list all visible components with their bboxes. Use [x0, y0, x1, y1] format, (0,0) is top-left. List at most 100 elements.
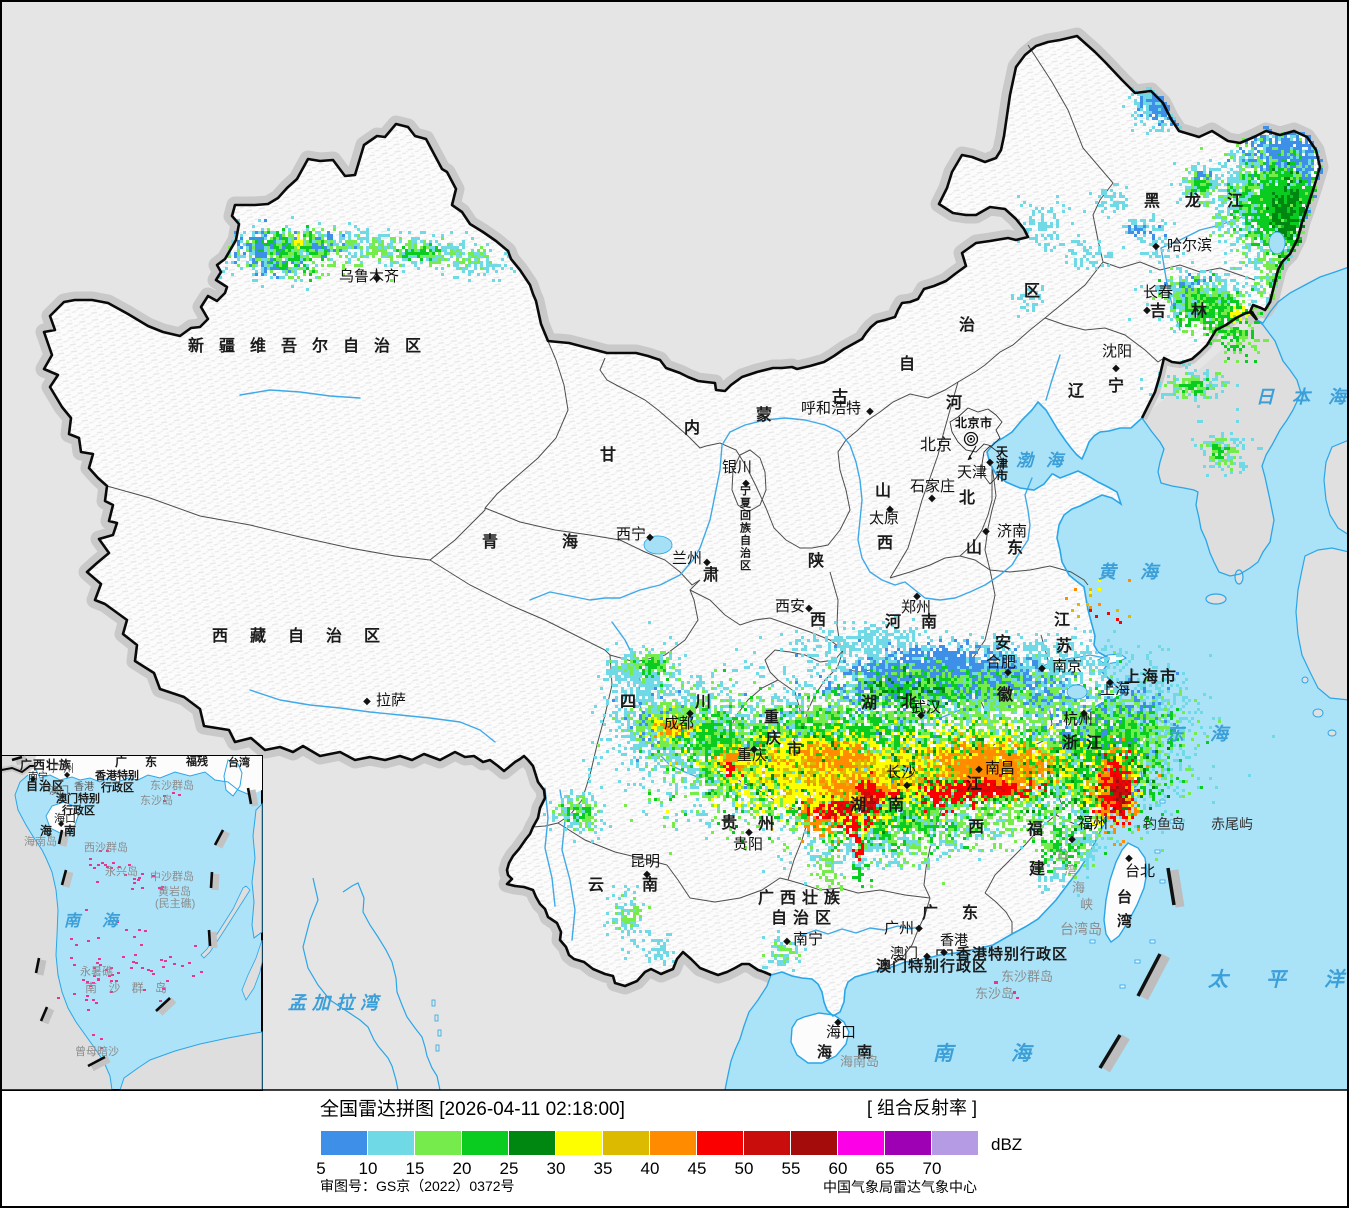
svg-text:东: 东	[962, 903, 978, 922]
svg-text:龙: 龙	[1184, 191, 1201, 210]
svg-text:区: 区	[1024, 282, 1040, 300]
svg-text:黄岩岛: 黄岩岛	[158, 884, 191, 898]
svg-text:海: 海	[1046, 451, 1066, 470]
svg-text:◆: ◆	[915, 923, 923, 934]
svg-text:上海市: 上海市	[1124, 667, 1178, 686]
svg-text:◆: ◆	[913, 591, 921, 602]
svg-text:澳门特别: 澳门特别	[56, 791, 100, 805]
svg-text:江: 江	[1086, 734, 1102, 752]
svg-text:台湾: 台湾	[228, 755, 250, 769]
svg-text:天津: 天津	[957, 464, 987, 481]
svg-text:石家庄: 石家庄	[910, 477, 955, 495]
svg-text:海: 海	[817, 1043, 832, 1061]
svg-text:澳门: 澳门	[49, 784, 69, 797]
svg-text:拉: 拉	[336, 993, 357, 1013]
svg-text:河: 河	[885, 612, 901, 631]
svg-text:云: 云	[588, 877, 604, 894]
svg-text:◆: ◆	[686, 708, 694, 719]
svg-text:台: 台	[1056, 846, 1069, 861]
svg-text:◆: ◆	[750, 744, 758, 755]
svg-text:西: 西	[968, 818, 984, 836]
svg-text:永暑礁: 永暑礁	[80, 964, 113, 978]
svg-text:河: 河	[946, 393, 962, 412]
svg-text:回: 回	[740, 508, 751, 522]
svg-text:内: 内	[684, 418, 700, 437]
svg-text:西沙群岛: 西沙群岛	[84, 840, 128, 854]
svg-text:广西壮族: 广西壮族	[20, 757, 72, 772]
svg-text:澳门特别行政区: 澳门特别行政区	[876, 957, 988, 975]
svg-text:◆: ◆	[1004, 667, 1012, 678]
svg-text:蒙: 蒙	[756, 405, 772, 424]
svg-text:◆: ◆	[805, 603, 813, 614]
svg-text:林: 林	[1191, 301, 1207, 320]
svg-text:◆: ◆	[58, 819, 65, 828]
svg-text:◆: ◆	[928, 493, 936, 504]
svg-text:海南岛: 海南岛	[24, 834, 57, 848]
svg-text:黑: 黑	[1144, 192, 1160, 210]
svg-text:海南岛: 海南岛	[840, 1054, 879, 1069]
svg-text:重: 重	[764, 708, 779, 726]
svg-text:◆: ◆	[703, 557, 711, 568]
svg-text:南宁: 南宁	[793, 931, 823, 948]
svg-text:15: 15	[406, 1159, 425, 1178]
svg-text:5: 5	[316, 1159, 325, 1178]
svg-text:市: 市	[996, 468, 1008, 483]
svg-text:湾: 湾	[1117, 912, 1132, 930]
svg-text:◆: ◆	[903, 780, 911, 791]
svg-text:中国气象局雷达气象中心: 中国气象局雷达气象中心	[823, 1179, 977, 1195]
svg-text:北: 北	[901, 693, 917, 711]
svg-text:◆: ◆	[1106, 677, 1114, 688]
svg-text:西安: 西安	[775, 598, 805, 615]
svg-text:钓鱼岛: 钓鱼岛	[1143, 816, 1185, 832]
svg-text:治: 治	[740, 546, 751, 560]
svg-text:南昌: 南昌	[985, 760, 1015, 777]
svg-text:香港特别: 香港特别	[94, 768, 139, 782]
svg-text:福: 福	[1026, 819, 1043, 838]
svg-text:广西壮族: 广西壮族	[758, 888, 846, 907]
svg-text:◆: ◆	[834, 1017, 842, 1028]
svg-text:兰州: 兰州	[672, 550, 702, 567]
svg-text:东: 东	[1166, 724, 1187, 744]
svg-text:北京: 北京	[920, 436, 952, 454]
svg-text:◆: ◆	[745, 827, 753, 838]
svg-text:州: 州	[757, 815, 774, 833]
svg-text:◆: ◆	[986, 457, 994, 468]
svg-text:◆: ◆	[373, 273, 381, 284]
svg-text:成都: 成都	[664, 715, 694, 732]
svg-text:◆: ◆	[30, 774, 37, 783]
svg-text:赤尾屿: 赤尾屿	[1211, 816, 1253, 832]
svg-text:湖: 湖	[850, 796, 866, 814]
svg-text:全国雷达拼图 [2026-04-11 02:18:00]: 全国雷达拼图 [2026-04-11 02:18:00]	[320, 1098, 625, 1120]
svg-text:45: 45	[688, 1159, 707, 1178]
svg-text:广州: 广州	[884, 920, 914, 937]
svg-text:广州: 广州	[52, 762, 74, 775]
svg-text:东沙群岛: 东沙群岛	[150, 778, 194, 792]
svg-text:永兴岛: 永兴岛	[105, 864, 138, 878]
svg-text:海: 海	[562, 532, 578, 551]
svg-text:湾: 湾	[360, 993, 381, 1013]
svg-text:日: 日	[1256, 387, 1275, 407]
svg-text:南宁: 南宁	[28, 770, 48, 783]
svg-text:东沙岛: 东沙岛	[140, 793, 173, 807]
svg-text:区: 区	[740, 559, 751, 572]
svg-text:海: 海	[1210, 724, 1231, 744]
svg-text:北: 北	[959, 489, 975, 507]
svg-text:(民主礁): (民主礁)	[155, 896, 195, 910]
svg-text:广: 广	[115, 754, 127, 769]
svg-text:65: 65	[876, 1159, 895, 1178]
svg-text:福州: 福州	[1078, 815, 1108, 832]
svg-text:海: 海	[40, 823, 52, 838]
svg-text:江: 江	[966, 775, 982, 793]
svg-text:◆: ◆	[1152, 241, 1160, 252]
svg-text:审图号：GS京（2022）0372号: 审图号：GS京（2022）0372号	[320, 1178, 515, 1194]
svg-text:自: 自	[740, 533, 751, 547]
svg-text:60: 60	[829, 1159, 848, 1178]
svg-text:dBZ: dBZ	[991, 1135, 1022, 1154]
svg-text:广: 广	[922, 903, 938, 922]
svg-text:行政区: 行政区	[100, 780, 134, 794]
svg-text:◆: ◆	[1038, 663, 1046, 674]
svg-text:澳门: 澳门	[890, 945, 918, 961]
svg-text:哈尔滨: 哈尔滨	[1167, 237, 1212, 254]
svg-text:黄: 黄	[1098, 562, 1119, 582]
svg-text:南海: 南海	[64, 912, 140, 930]
